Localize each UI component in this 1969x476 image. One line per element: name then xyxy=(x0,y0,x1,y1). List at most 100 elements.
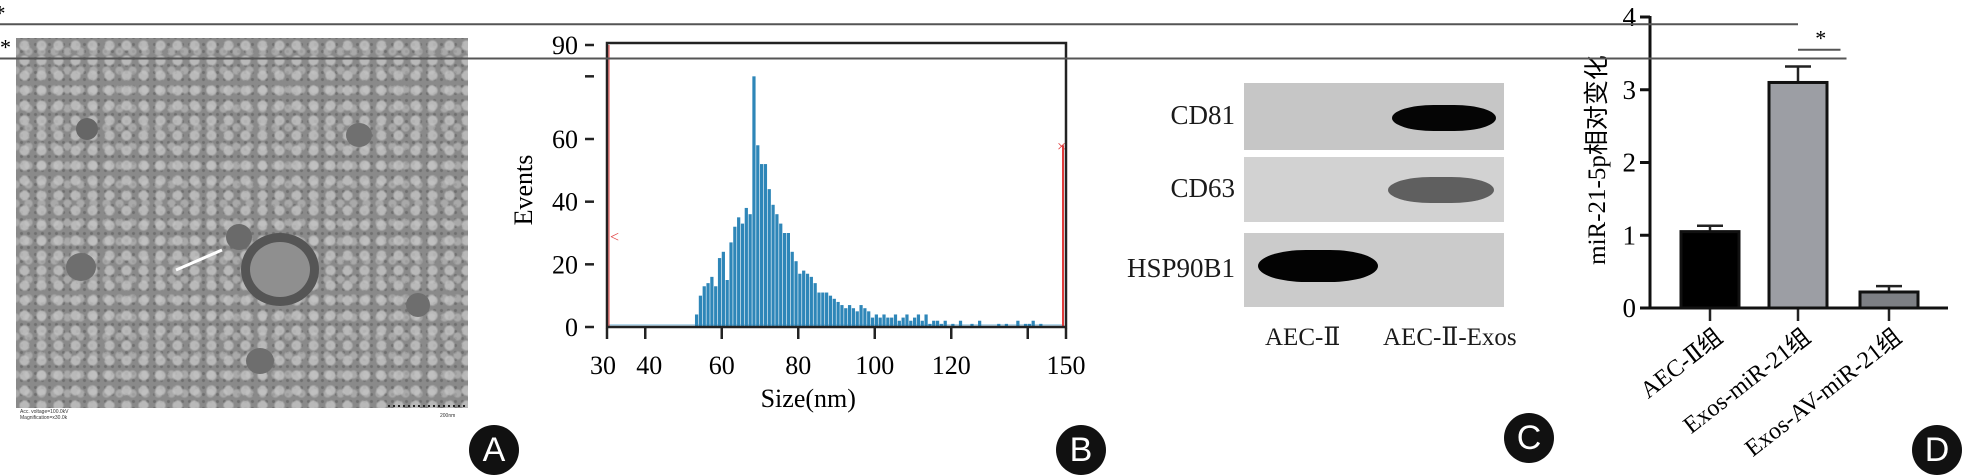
significance-label: * xyxy=(0,0,6,25)
y-tick-label: 0 xyxy=(1623,293,1637,323)
blot-label-cd81: CD81 xyxy=(1170,100,1235,130)
blot-cd63 xyxy=(1244,157,1504,222)
blot-cd81 xyxy=(1244,83,1504,150)
x-tick-label: 100 xyxy=(855,351,894,380)
y-tick-label: 4 xyxy=(1623,2,1637,32)
panel-label-d: D xyxy=(1912,425,1962,475)
significance-label: * xyxy=(1815,26,1826,51)
y-axis-label: Events xyxy=(509,155,538,226)
histogram-bar xyxy=(897,320,901,327)
histogram-bar xyxy=(809,276,813,327)
tem-micrograph xyxy=(16,38,468,408)
histogram-bar xyxy=(813,283,817,327)
blot-hsp90b1 xyxy=(1244,233,1504,307)
x-tick-label: 30 xyxy=(590,351,616,380)
histogram-bar xyxy=(901,317,905,327)
band-cd81-exos xyxy=(1392,105,1496,131)
histogram-bar xyxy=(721,251,725,327)
y-tick-label: 20 xyxy=(552,250,578,279)
histogram-bar xyxy=(763,164,768,327)
y-tick-label: 90 xyxy=(552,31,578,60)
x-tick-label: 60 xyxy=(709,351,735,380)
y-tick-label: 2 xyxy=(1623,148,1637,178)
gate-right-marker: × xyxy=(1057,138,1066,155)
y-tick-label: 40 xyxy=(552,188,578,217)
x-tick-label: 80 xyxy=(785,351,811,380)
histogram-bar xyxy=(740,223,745,327)
band-cd63-exos xyxy=(1388,177,1494,203)
gate-left-marker: < xyxy=(610,229,619,246)
histogram-bar xyxy=(737,217,741,327)
histogram-bar xyxy=(874,314,878,327)
histogram-bar xyxy=(702,286,706,327)
histogram-bar xyxy=(932,320,936,327)
histogram-bar xyxy=(779,223,783,327)
histogram-bar xyxy=(943,320,947,327)
histogram-bar xyxy=(1039,323,1043,327)
histogram-bar xyxy=(771,204,775,327)
histogram-bar xyxy=(802,270,806,327)
bar xyxy=(1679,230,1741,310)
histogram-bar xyxy=(855,311,859,327)
histogram-bar xyxy=(928,323,932,327)
histogram-bar xyxy=(832,298,836,327)
histogram-bar xyxy=(1016,320,1020,327)
histogram-bar xyxy=(970,323,974,327)
histogram-bar xyxy=(905,314,909,327)
histogram-bar xyxy=(805,273,810,327)
y-tick-label: 0 xyxy=(565,313,578,342)
blot-label-hsp90b1: HSP90B1 xyxy=(1126,253,1235,283)
histogram-bar xyxy=(798,273,802,327)
histogram-bar xyxy=(1031,320,1035,327)
particle xyxy=(66,253,96,281)
histogram-bar xyxy=(844,308,848,327)
scale-bar-label: 200nm xyxy=(440,413,456,419)
histogram-bar xyxy=(882,314,886,327)
histogram-bar xyxy=(821,292,825,327)
bar xyxy=(1767,80,1829,310)
histogram-bar xyxy=(725,280,729,327)
tem-caption: Acc. voltage=100.0kV Magnification=x30.0… xyxy=(20,409,69,421)
histogram-bar xyxy=(817,292,821,327)
bar xyxy=(1858,290,1920,310)
histogram-bar xyxy=(790,251,794,327)
histogram-bar xyxy=(1027,323,1031,327)
x-tick-label: 150 xyxy=(1047,351,1086,380)
histogram-bar xyxy=(978,320,982,327)
histogram-bar xyxy=(744,207,748,327)
histogram-bar xyxy=(913,317,917,327)
histogram-bar xyxy=(706,283,710,327)
histogram-bar xyxy=(694,314,699,327)
histogram-bar xyxy=(893,314,898,327)
histogram-bar xyxy=(863,308,867,327)
histogram-bar xyxy=(878,317,882,327)
histogram-bar xyxy=(710,276,714,327)
particle xyxy=(346,123,372,147)
histogram-bar xyxy=(1004,323,1009,327)
histogram-bar xyxy=(786,233,790,327)
x-tick-label: 40 xyxy=(636,351,662,380)
histogram-bar xyxy=(752,76,756,327)
histogram-bar xyxy=(748,214,752,327)
histogram-bar xyxy=(840,305,844,327)
histogram-bar xyxy=(859,305,863,327)
histogram-bar xyxy=(836,301,840,327)
histogram-bar xyxy=(951,323,955,327)
panel-label-c: C xyxy=(1504,413,1554,463)
panel-label-a: A xyxy=(469,425,519,475)
lane-label-aec: AEC-Ⅱ xyxy=(1265,324,1341,351)
y-tick-label: 3 xyxy=(1623,75,1637,105)
histogram-bar xyxy=(997,323,1001,327)
x-axis-label: Size(nm) xyxy=(761,384,856,413)
histogram-bar xyxy=(939,323,943,327)
histogram-bar xyxy=(794,261,798,327)
x-tick-label: Exos-AV-miR-21组 xyxy=(1740,323,1907,462)
plot-frame xyxy=(605,41,1068,329)
histogram-bar xyxy=(867,311,871,327)
lane-label-exos: AEC-Ⅱ-Exos xyxy=(1383,324,1517,351)
histogram-bar xyxy=(775,214,779,327)
histogram-bar xyxy=(935,320,940,327)
histogram-bar xyxy=(717,258,722,327)
